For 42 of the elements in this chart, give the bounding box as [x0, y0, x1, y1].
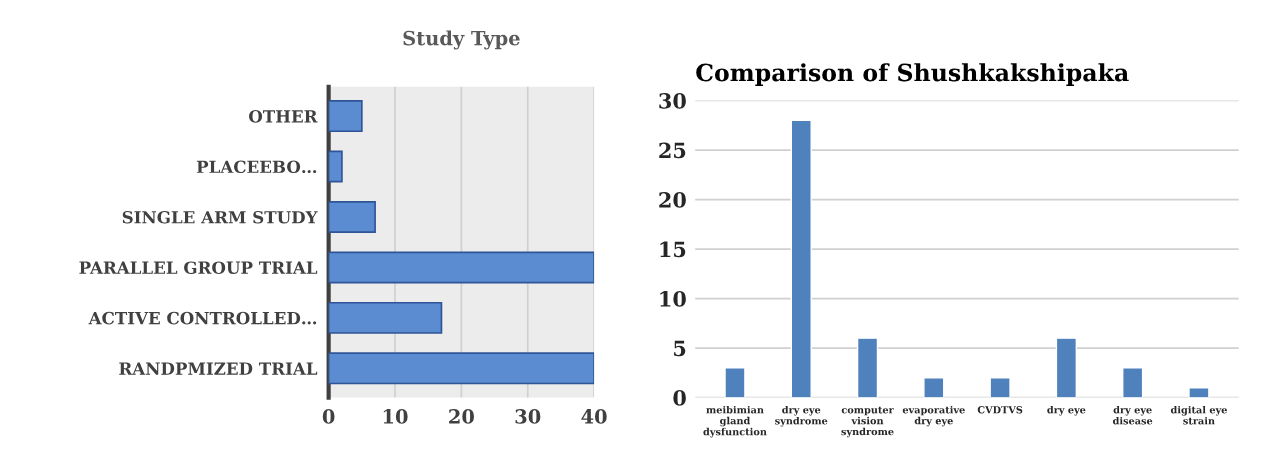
chart-title: Study Type	[403, 30, 520, 50]
x-tick-label: 10	[383, 409, 408, 424]
y-tick-label: 20	[659, 192, 686, 208]
bar	[989, 377, 1011, 398]
x-tick-label: CVDTVS	[977, 406, 1023, 414]
bar	[328, 301, 443, 334]
y-tick-label: RANDPMIZED TRIAL	[119, 362, 318, 375]
bar	[923, 377, 945, 398]
x-tick-label: 0	[322, 409, 335, 424]
bar	[790, 119, 812, 398]
x-tick-label: 40	[581, 409, 607, 424]
bar	[328, 201, 376, 233]
x-tick-label: 30	[515, 409, 541, 424]
y-tick-label: 15	[660, 241, 686, 258]
bar	[328, 150, 343, 183]
x-tick-label: meibimian gland dysfunction	[703, 405, 767, 438]
bar	[328, 100, 363, 133]
bar	[328, 352, 595, 385]
y-tick-label: 25	[659, 142, 686, 159]
bar	[1188, 386, 1210, 398]
x-tick-label: computer vision syndrome	[841, 406, 894, 438]
bar	[1122, 367, 1144, 398]
y-tick-label: 30	[659, 92, 686, 109]
bar	[856, 337, 879, 398]
y-tick-label: SINGLE ARM STUDY	[122, 210, 318, 224]
chart-title: Comparison of Shushkakshipaka	[696, 63, 1129, 87]
y-tick-label: 10	[660, 291, 686, 307]
y-tick-label: 5	[674, 340, 686, 357]
bar	[1055, 337, 1078, 398]
x-tick-label: digital eye strain	[1170, 405, 1227, 425]
x-tick-label: dry eye	[1047, 405, 1086, 416]
y-tick-label: ACTIVE CONTROLLED…	[88, 311, 317, 325]
x-tick-label: dry eye syndrome	[775, 405, 828, 427]
y-tick-label: PLACEEBO…	[196, 160, 317, 174]
y-tick-label: 0	[673, 390, 686, 406]
bar	[724, 367, 746, 398]
x-tick-label: evaporative dry eye	[902, 405, 965, 427]
bar	[328, 251, 595, 284]
x-tick-label: dry eye disease	[1113, 405, 1153, 425]
x-tick-label: 20	[449, 409, 474, 424]
y-tick-label: PARALLEL GROUP TRIAL	[79, 261, 318, 274]
y-tick-label: OTHER	[249, 110, 318, 123]
